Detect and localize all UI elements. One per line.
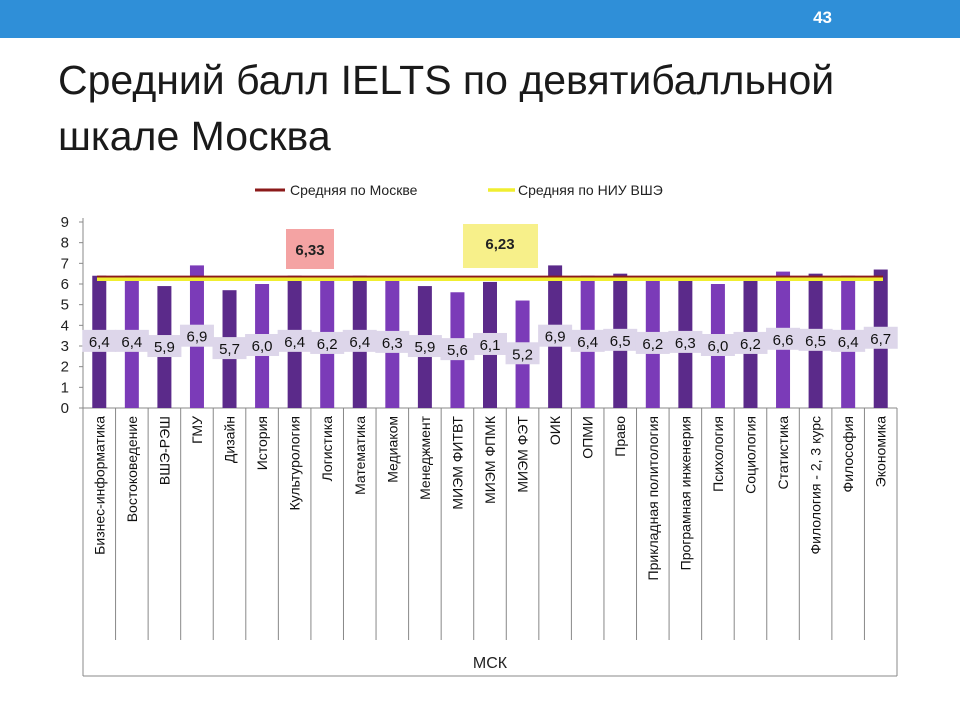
category-label: ВШЭ-РЭШ bbox=[156, 416, 172, 485]
data-label-box bbox=[342, 329, 377, 352]
category-label: Востоковедение bbox=[124, 416, 140, 522]
data-label: 6,4 bbox=[349, 334, 370, 351]
category-label: История bbox=[254, 416, 270, 470]
y-tick-label: 5 bbox=[61, 297, 69, 314]
data-label: 5,2 bbox=[512, 346, 533, 363]
y-tick-label: 3 bbox=[61, 338, 69, 355]
data-label: 6,0 bbox=[252, 338, 273, 355]
category-label: Статистика bbox=[775, 416, 791, 490]
data-label-box bbox=[733, 331, 768, 354]
data-label-box bbox=[277, 329, 312, 352]
data-label: 6,5 bbox=[805, 333, 826, 350]
data-label-box bbox=[114, 329, 149, 352]
y-tick-label: 8 bbox=[61, 235, 69, 252]
data-label-box bbox=[310, 331, 345, 354]
data-label: 6,4 bbox=[577, 334, 598, 351]
data-label-box bbox=[635, 331, 670, 354]
legend-label-hse: Средняя по НИУ ВШЭ bbox=[518, 182, 663, 198]
data-label: 5,7 bbox=[219, 341, 240, 358]
data-label: 6,3 bbox=[382, 335, 403, 352]
y-tick-label: 9 bbox=[61, 214, 69, 231]
data-label: 6,9 bbox=[187, 329, 208, 346]
category-label: Прикладная политология bbox=[645, 416, 661, 580]
category-label: Философия bbox=[840, 416, 856, 492]
category-label: Социология bbox=[742, 416, 758, 494]
data-label: 6,9 bbox=[545, 329, 566, 346]
hse-average-callout: 6,23 bbox=[485, 236, 514, 253]
category-label: Медиаком bbox=[384, 416, 400, 483]
header-bar: 43 bbox=[0, 0, 960, 38]
data-label-box bbox=[147, 335, 182, 358]
data-label-box bbox=[603, 328, 638, 351]
data-label: 6,4 bbox=[121, 334, 142, 351]
data-label-box bbox=[863, 326, 898, 349]
category-label: Менеджмент bbox=[417, 415, 433, 499]
y-tick-label: 6 bbox=[61, 276, 69, 293]
data-label-box bbox=[831, 329, 866, 352]
category-label: МИЭМ ФИТВТ bbox=[449, 416, 465, 510]
data-label: 6,2 bbox=[317, 336, 338, 353]
data-label-box bbox=[179, 324, 214, 347]
category-label: Филология - 2, 3 курс bbox=[808, 416, 824, 554]
data-label: 6,2 bbox=[740, 336, 761, 353]
data-label-box bbox=[505, 342, 540, 365]
data-label: 6,5 bbox=[610, 333, 631, 350]
y-tick-label: 2 bbox=[61, 359, 69, 376]
legend-label-moscow: Средняя по Москве bbox=[290, 182, 418, 198]
category-label: Програмная инженерия bbox=[677, 416, 693, 570]
category-label: МИЭМ ФПМК bbox=[482, 415, 498, 504]
data-label: 6,7 bbox=[870, 331, 891, 348]
category-label: Культурология bbox=[287, 416, 303, 511]
moscow-average-callout: 6,33 bbox=[295, 242, 324, 259]
slide-title: Средний балл IELTS по девятибалльной шка… bbox=[58, 57, 835, 159]
hse-average-callout-box bbox=[463, 224, 538, 268]
data-label-box bbox=[798, 328, 833, 351]
data-label: 5,6 bbox=[447, 342, 468, 359]
category-label: Право bbox=[612, 416, 628, 457]
category-label: Бизнес-информатика bbox=[91, 416, 107, 555]
data-label-box bbox=[407, 335, 442, 358]
x-axis-label: МСК bbox=[473, 655, 508, 672]
category-label: Психология bbox=[710, 416, 726, 492]
data-label: 5,9 bbox=[414, 339, 435, 356]
data-label-box bbox=[375, 330, 410, 353]
moscow-average-callout-box bbox=[286, 229, 334, 269]
y-tick-label: 4 bbox=[61, 317, 69, 334]
data-label-box bbox=[212, 337, 247, 360]
data-label-box bbox=[538, 324, 573, 347]
category-label: Логистика bbox=[319, 416, 335, 482]
category-label: Математика bbox=[352, 416, 368, 495]
data-label: 6,1 bbox=[480, 337, 501, 354]
data-label: 6,3 bbox=[675, 335, 696, 352]
data-label: 6,4 bbox=[838, 334, 859, 351]
y-tick-label: 7 bbox=[61, 255, 69, 272]
data-label-box bbox=[473, 332, 507, 355]
data-label: 6,4 bbox=[284, 334, 305, 351]
data-label: 6,6 bbox=[773, 332, 794, 349]
data-label-box bbox=[440, 338, 475, 361]
data-label-box bbox=[82, 329, 117, 352]
data-label-box bbox=[570, 329, 605, 352]
data-label: 6,4 bbox=[89, 334, 110, 351]
data-label: 5,9 bbox=[154, 339, 175, 356]
category-label: ОПМИ bbox=[580, 416, 596, 459]
y-tick-label: 1 bbox=[61, 379, 69, 396]
data-label: 6,0 bbox=[707, 338, 728, 355]
category-label: Дизайн bbox=[222, 416, 238, 463]
category-label: Экономика bbox=[873, 416, 889, 488]
category-label: ГМУ bbox=[189, 416, 205, 444]
data-label-box bbox=[245, 334, 280, 356]
data-label: 6,2 bbox=[642, 336, 663, 353]
page-number: 43 bbox=[813, 8, 832, 27]
y-tick-label: 0 bbox=[61, 400, 69, 417]
data-label-box bbox=[700, 334, 735, 356]
category-label: ОИК bbox=[547, 415, 563, 445]
data-label-box bbox=[766, 327, 801, 350]
category-label: МИЭМ ФЭТ bbox=[515, 416, 531, 493]
data-label-box bbox=[668, 330, 703, 353]
